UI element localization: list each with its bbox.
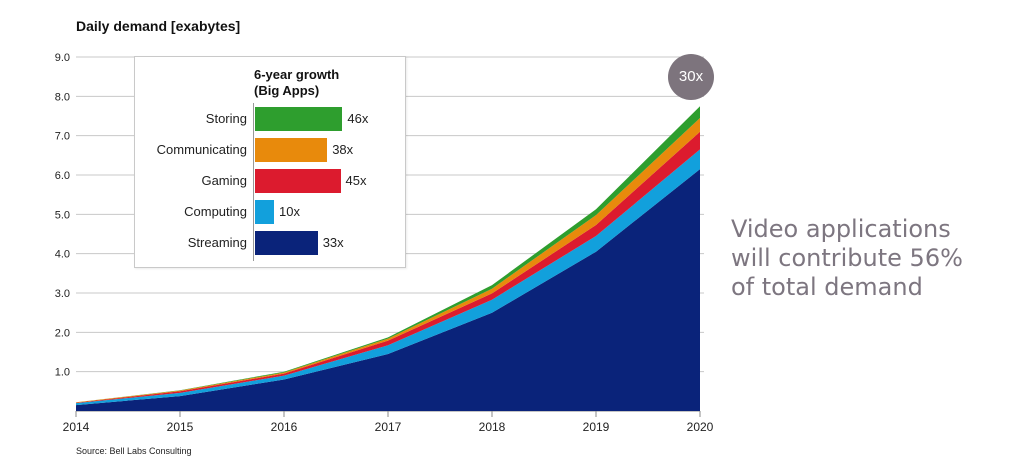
x-tick-label: 2019 — [583, 420, 610, 434]
x-tick-label: 2017 — [375, 420, 402, 434]
inset-bar-communicating — [255, 138, 328, 162]
x-tick-label: 2014 — [63, 420, 90, 434]
x-tick-label: 2015 — [167, 420, 194, 434]
inset-growth-panel: 6-year growth (Big Apps) Storing 46x Commun… — [134, 56, 406, 268]
y-tick-label: 9.0 — [55, 52, 70, 64]
inset-bar-label: Storing — [205, 111, 247, 126]
y-tick-label: 2.0 — [55, 327, 70, 339]
y-tick-label: 5.0 — [55, 209, 70, 221]
y-tick-label: 6.0 — [55, 170, 70, 182]
callout-text: Video applications will contribute 56% o… — [731, 215, 963, 301]
inset-bar-storing — [255, 107, 343, 131]
inset-row-gaming: Gaming 45x — [135, 169, 405, 193]
inset-axis-line — [253, 103, 254, 261]
inset-bar-label: Streaming — [187, 235, 247, 250]
y-tick-label: 8.0 — [55, 91, 70, 103]
x-tick-label: 2016 — [271, 420, 298, 434]
inset-row-computing: Computing 10x — [135, 200, 405, 224]
x-tick-label: 2020 — [687, 420, 714, 434]
area-streaming — [76, 169, 700, 411]
y-tick-label: 7.0 — [55, 131, 70, 143]
inset-title: 6-year growth (Big Apps) — [254, 67, 394, 99]
inset-bar-computing — [255, 200, 274, 224]
inset-row-streaming: Streaming 33x — [135, 231, 405, 255]
inset-bar-label: Computing — [184, 204, 247, 219]
inset-bar-value: 10x — [279, 204, 300, 219]
inset-bar-value: 46x — [347, 111, 369, 126]
source-note: Source: Bell Labs Consulting — [76, 446, 192, 456]
inset-title-line: 6-year growth — [254, 67, 340, 82]
inset-bar-label: Gaming — [201, 173, 247, 188]
inset-bar-streaming — [255, 231, 318, 255]
inset-bar-label: Communicating — [156, 142, 247, 157]
x-tick-label: 2018 — [479, 420, 506, 434]
inset-title-line: (Big Apps) — [254, 83, 320, 98]
y-tick-label: 4.0 — [55, 249, 70, 261]
chart-title: Daily demand [exabytes] — [76, 18, 241, 34]
inset-bar-value: 45x — [345, 173, 367, 188]
growth-badge: 30x — [668, 54, 714, 100]
inset-bar-value: 33x — [322, 235, 344, 250]
y-tick-label: 3.0 — [55, 288, 70, 300]
inset-bar-gaming — [255, 169, 341, 193]
y-tick-label: 1.0 — [55, 367, 70, 379]
area-computing — [76, 149, 700, 406]
inset-bar-value: 38x — [332, 142, 354, 157]
inset-row-communicating: Communicating 38x — [135, 138, 405, 162]
inset-row-storing: Storing 46x — [135, 107, 405, 131]
